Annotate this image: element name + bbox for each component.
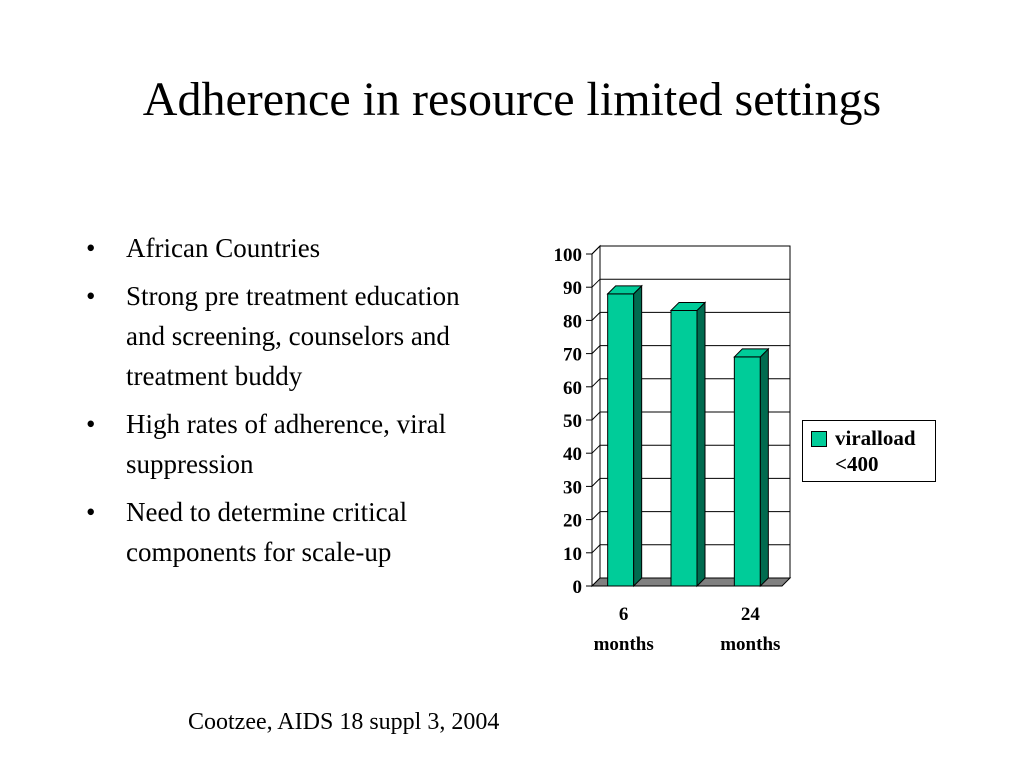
x-tick-label: 24 — [741, 604, 761, 625]
bullet-marker: • — [86, 497, 96, 527]
bar — [607, 293, 635, 587]
gridline — [591, 245, 790, 255]
y-tick-label: 70 — [563, 345, 582, 366]
bullet-list: • African Countries • Strong pre treatme… — [86, 228, 496, 580]
bullet-text: High rates of adherence, viral suppressi… — [126, 409, 447, 479]
bar-top — [606, 285, 643, 295]
bullet-marker: • — [86, 281, 96, 311]
legend-label-line: viralload — [835, 426, 916, 450]
bar — [670, 309, 698, 587]
legend-swatch — [811, 431, 827, 447]
y-tick-label: 60 — [563, 378, 582, 399]
y-tick-label: 20 — [563, 511, 582, 532]
bullet-item: • African Countries — [86, 228, 496, 268]
x-tick-label: months — [594, 634, 654, 655]
y-tick-label: 40 — [563, 444, 582, 465]
bar-side — [696, 301, 706, 588]
bullet-text: Need to determine critical components fo… — [126, 497, 408, 567]
legend-label: viralload <400 — [835, 425, 935, 477]
gridline — [591, 444, 790, 454]
y-tick-label: 30 — [563, 477, 582, 498]
y-tick-label: 100 — [554, 245, 583, 266]
gridline — [591, 511, 790, 520]
bullet-marker: • — [86, 233, 96, 263]
gridline — [591, 345, 790, 354]
bar-top — [669, 301, 707, 311]
slide-title: Adherence in resource limited settings — [142, 73, 882, 126]
gridline — [591, 544, 790, 554]
gridline — [591, 477, 790, 487]
bar-side — [633, 284, 643, 588]
y-tick-label: 0 — [573, 577, 583, 598]
y-tick-label: 10 — [563, 544, 582, 565]
bar — [733, 356, 761, 587]
bar-top — [733, 348, 770, 358]
bar-side — [759, 347, 769, 588]
gridline — [591, 411, 790, 421]
chart-legend: viralload <400 — [802, 420, 936, 482]
citation: Cootzee, AIDS 18 suppl 3, 2004 — [188, 709, 500, 735]
bullet-text: African Countries — [126, 233, 321, 263]
bullet-item: • Need to determine critical components … — [86, 492, 496, 572]
gridline — [591, 311, 790, 321]
bullet-text: Strong pre treatment education and scree… — [126, 281, 460, 391]
legend-label-line: <400 — [835, 452, 879, 476]
bullet-marker: • — [86, 409, 96, 439]
bar-chart: 0 10 20 30 40 50 60 70 80 90 100 6 months 24 months — [554, 244, 792, 655]
gridline — [591, 378, 790, 388]
x-tick-label: months — [720, 634, 780, 655]
gridline — [591, 278, 790, 288]
x-tick-label: 6 — [619, 604, 629, 625]
bullet-item: • High rates of adherence, viral suppres… — [86, 404, 496, 484]
y-tick-label: 50 — [563, 411, 582, 432]
bullet-item: • Strong pre treatment education and scr… — [86, 276, 496, 396]
y-tick-label: 90 — [563, 278, 582, 299]
y-tick-label: 80 — [563, 311, 582, 332]
